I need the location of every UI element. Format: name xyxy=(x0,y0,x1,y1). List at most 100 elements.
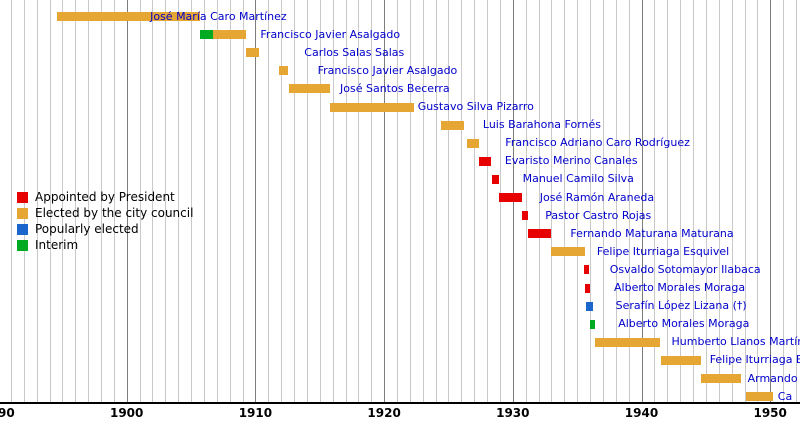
gridline-1915 xyxy=(319,0,321,402)
gridline-1948 xyxy=(744,0,746,402)
mayor-name-label[interactable]: Manuel Camilo Silva xyxy=(522,172,634,186)
gridline-1902 xyxy=(152,0,154,402)
x-axis-line xyxy=(0,402,800,404)
gridline-1942 xyxy=(667,0,669,402)
timeline-bar-president xyxy=(583,265,589,275)
gridline-1938 xyxy=(615,0,617,402)
timeline-bar-interim xyxy=(590,319,596,329)
legend-label: Interim xyxy=(35,238,79,252)
mayor-name-label[interactable]: Carlos Salas Salas xyxy=(304,45,405,59)
gridline-1950 xyxy=(770,0,772,402)
gridline-1919 xyxy=(371,0,373,402)
gridline-1944 xyxy=(693,0,694,402)
gridline-1918 xyxy=(358,0,360,402)
gridline-1917 xyxy=(345,0,347,402)
legend-label: Popularly elected xyxy=(35,222,139,236)
mayor-name-label[interactable]: José Ramón Araneda xyxy=(539,190,655,204)
mayor-name-label[interactable]: Luis Barahona Fornés xyxy=(482,118,602,132)
gridline-1928 xyxy=(487,0,489,402)
gridline-1947 xyxy=(731,0,733,402)
gridline-1952 xyxy=(795,0,797,402)
timeline-bar-council xyxy=(246,48,260,58)
gridline-1893 xyxy=(36,0,38,402)
x-tick-label-1920: 1920 xyxy=(367,406,401,420)
timeline-bar-president xyxy=(584,283,590,293)
timeline-bar-council xyxy=(551,247,585,257)
gridline-1943 xyxy=(680,0,682,402)
legend-label: Elected by the city council xyxy=(35,206,194,220)
mayor-name-label[interactable]: Francisco Javier Asalgado xyxy=(260,27,401,41)
gridline-1936 xyxy=(590,0,591,402)
gridline-1901 xyxy=(139,0,141,402)
gridline-1910 xyxy=(255,0,257,402)
gridline-1941 xyxy=(654,0,656,402)
timeline-bar-president xyxy=(498,193,522,202)
gridline-1905 xyxy=(191,0,192,402)
mayor-name-label[interactable]: Serafín López Lizana (†) xyxy=(615,299,747,313)
mayor-name-label[interactable]: Alberto Morales Moraga xyxy=(614,281,746,294)
gridline-1894 xyxy=(49,0,51,402)
mayor-name-label[interactable]: Armando Ca xyxy=(747,371,800,385)
mayor-name-label[interactable]: José Santos Becerra xyxy=(340,81,450,95)
gridline-1903 xyxy=(165,0,167,402)
mayor-name-label[interactable]: Ca xyxy=(777,389,793,403)
legend-item-appointed-by-president: Appointed by President xyxy=(17,189,193,205)
timeline-bar-council xyxy=(466,138,480,148)
timeline-bar-president xyxy=(479,156,491,166)
gridline-1904 xyxy=(178,0,180,402)
mayor-name-label[interactable]: Osvaldo Sotomayor Ilabaca xyxy=(609,262,761,276)
mayor-name-label[interactable]: Felipe Iturriaga Esquivel xyxy=(709,353,800,367)
gridline-1899 xyxy=(113,0,115,402)
gridline-1926 xyxy=(461,0,463,402)
x-tick-label-1950: 1950 xyxy=(753,406,787,420)
x-tick-label-1940: 1940 xyxy=(624,406,659,420)
timeline-bar-council xyxy=(278,66,288,76)
gridline-1920 xyxy=(384,0,386,402)
mayor-name-label[interactable]: Alberto Morales Moraga xyxy=(618,317,750,331)
gridline-1912 xyxy=(281,0,283,402)
gridline-1907 xyxy=(216,0,218,402)
timeline-bar-president xyxy=(521,211,529,221)
gridline-1931 xyxy=(525,0,527,402)
timeline-bar-interim xyxy=(200,30,213,40)
x-tick-label-1910: 1910 xyxy=(238,406,273,420)
mayor-name-label[interactable]: Fernando Maturana Maturana xyxy=(570,226,734,240)
gridline-1908 xyxy=(229,0,231,402)
gridline-1923 xyxy=(422,0,424,402)
timeline-bar-popular xyxy=(586,301,593,311)
timeline-bar-council xyxy=(595,337,660,347)
x-tick-label-1900: 1900 xyxy=(109,406,144,420)
timeline-bar-council xyxy=(700,374,741,383)
gridline-1927 xyxy=(474,0,476,402)
timeline-bar-council xyxy=(745,392,773,402)
mayor-name-label[interactable]: Evaristo Merino Canales xyxy=(504,154,638,168)
legend-swatch-red xyxy=(17,191,28,203)
gridline-1933 xyxy=(551,0,553,402)
timeline-bar-council xyxy=(212,30,247,40)
mayor-name-label[interactable]: Felipe Iturriaga Esquivel xyxy=(596,244,730,258)
gridline-1921 xyxy=(397,0,398,402)
mayor-name-label[interactable]: Humberto Llanos Martínez xyxy=(671,335,800,349)
gridline-1932 xyxy=(538,0,540,402)
legend: Appointed by President Elected by the ci… xyxy=(17,189,193,253)
gridline-1925 xyxy=(448,0,450,402)
gridline-1937 xyxy=(602,0,604,402)
mayor-name-label[interactable]: Gustavo Silva Pizarro xyxy=(417,100,534,113)
timeline-bar-president xyxy=(492,174,499,184)
x-tick-label-1930: 1930 xyxy=(496,406,530,420)
gridline-1914 xyxy=(306,0,308,402)
mayor-name-label[interactable]: Francisco Adriano Caro Rodríguez xyxy=(505,136,690,150)
gridline-1895 xyxy=(62,0,64,402)
timeline-bar-council xyxy=(330,102,414,112)
legend-item-elected-by-city-council: Elected by the city council xyxy=(17,205,193,221)
legend-swatch-orange xyxy=(17,207,28,219)
gridline-1911 xyxy=(268,0,270,402)
gridline-1909 xyxy=(242,0,244,402)
gridline-1896 xyxy=(75,0,77,402)
mayor-name-label[interactable]: Pastor Castro Rojas xyxy=(545,208,652,222)
timeline-bar-council xyxy=(660,355,701,365)
mayor-name-label[interactable]: Francisco Javier Asalgado xyxy=(317,63,458,77)
x-tick-label-1890: 1890 xyxy=(0,406,15,420)
mayor-name-label[interactable]: José María Caro Martínez xyxy=(150,9,287,23)
legend-item-popularly-elected: Popularly elected xyxy=(17,221,193,237)
